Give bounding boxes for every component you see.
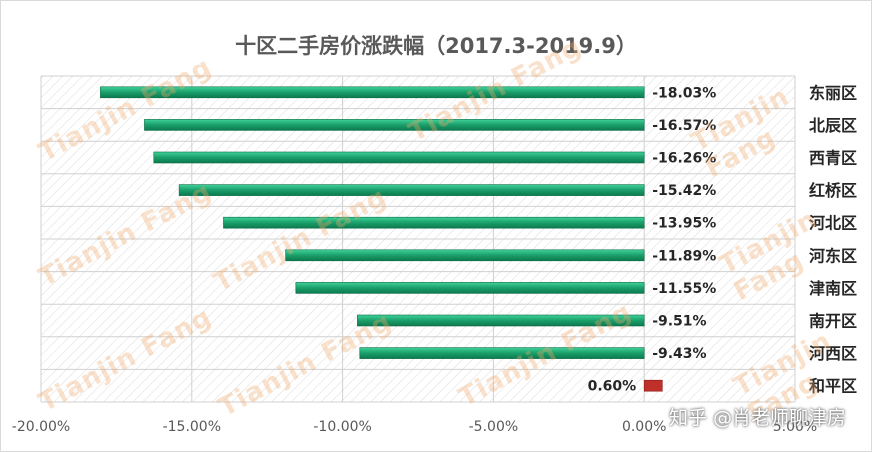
bar xyxy=(153,151,645,164)
source-credit: 知乎 @肖老师聊津房 xyxy=(668,407,846,429)
x-tick-label: 5.00% xyxy=(773,419,817,435)
data-label: -15.42% xyxy=(652,183,716,199)
data-label: -11.55% xyxy=(652,281,716,297)
data-label: -11.89% xyxy=(652,248,716,264)
chart-title: 十区二手房价涨跌幅（2017.3-2019.9） xyxy=(235,34,637,58)
bar xyxy=(643,379,663,392)
bar xyxy=(144,119,645,131)
data-label: -16.57% xyxy=(652,118,716,134)
bar xyxy=(357,314,645,327)
bar xyxy=(295,282,645,294)
category-label: 和平区 xyxy=(809,377,857,396)
bars xyxy=(100,86,663,392)
category-label: 津南区 xyxy=(809,279,857,298)
bar xyxy=(359,347,645,359)
data-label: -16.26% xyxy=(652,151,716,167)
category-label: 东丽区 xyxy=(809,83,857,102)
bar xyxy=(100,86,645,99)
data-labels: -18.03% -16.57% -16.26% -15.42% -13.95% -11.8… xyxy=(588,85,717,394)
category-label: 河北区 xyxy=(809,214,857,233)
data-label: -9.43% xyxy=(652,346,706,362)
category-label: 西青区 xyxy=(809,149,857,168)
x-tick-label: -10.00% xyxy=(313,419,371,435)
bar xyxy=(223,216,645,229)
data-label: 0.60% xyxy=(588,379,637,395)
category-label: 河东区 xyxy=(809,246,857,265)
x-tick-label: -5.00% xyxy=(469,419,519,435)
x-tick-label: -20.00% xyxy=(12,419,70,435)
x-tick-label: -15.00% xyxy=(163,419,221,435)
x-tick-label: 0.00% xyxy=(622,419,666,435)
category-label: 北辰区 xyxy=(809,116,857,135)
data-label: -9.51% xyxy=(652,314,706,330)
category-label: 南开区 xyxy=(809,312,857,331)
category-label: 红桥区 xyxy=(809,181,857,200)
x-tick-labels: -20.00% -15.00% -10.00% -5.00% 0.00% 5.00% xyxy=(12,419,817,435)
data-label: -18.03% xyxy=(652,85,716,101)
bar xyxy=(285,249,645,262)
data-label: -13.95% xyxy=(652,216,716,232)
category-label: 河西区 xyxy=(809,344,857,363)
bar xyxy=(178,184,645,196)
